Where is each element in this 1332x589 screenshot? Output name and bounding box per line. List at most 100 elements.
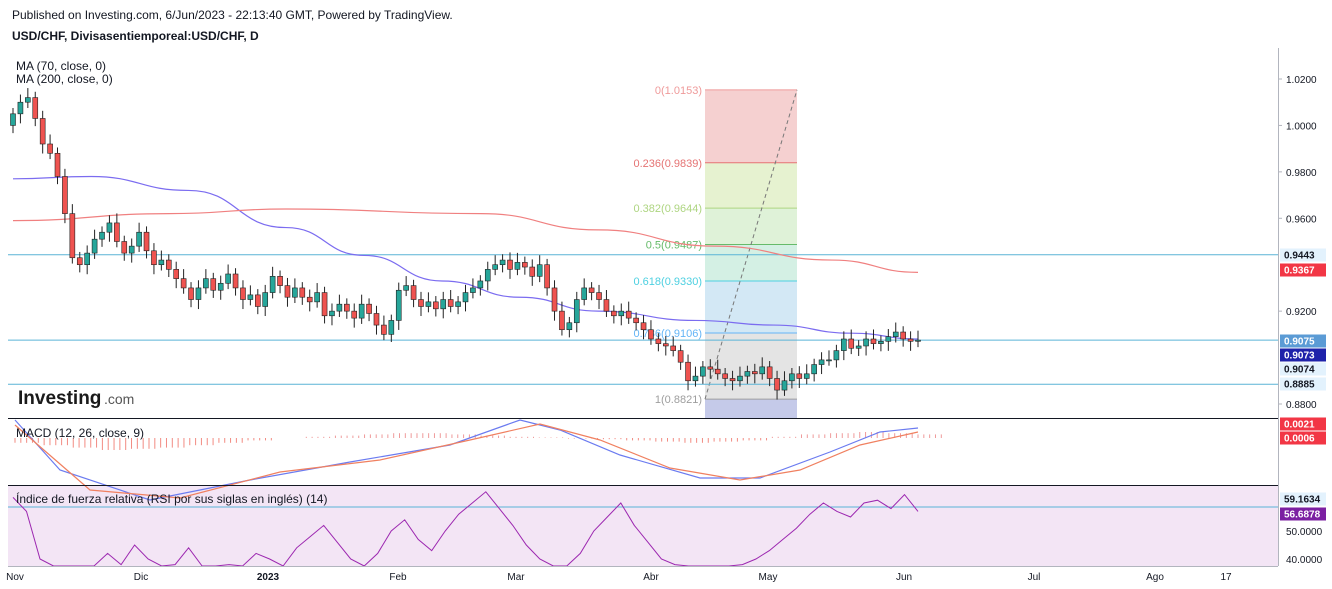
time-axis[interactable]: Nov Dic 2023 Feb Mar Abr May Jun Jul Ago 17 (6, 572, 1232, 583)
candle-body (633, 317, 639, 324)
candle-body (759, 366, 766, 375)
candle-body (344, 303, 350, 312)
badge-bg (1280, 492, 1326, 506)
investing-logo: Investing .com (18, 388, 134, 409)
fib-level-label: 0(1.0153) (655, 85, 702, 97)
candle-body (752, 371, 758, 375)
price-badge: 0.9073 (1280, 348, 1326, 362)
candle-body (855, 345, 862, 349)
candle (766, 361, 773, 387)
candle (114, 213, 120, 248)
candle (536, 255, 543, 283)
candle (863, 331, 869, 356)
candle (588, 282, 595, 301)
candle (833, 344, 840, 368)
symbol-header: USD/CHF, Divisasentiemporeal:USD/CHF, D (12, 29, 259, 43)
badge-text: 0.9443 (1284, 251, 1315, 262)
rsi-legend[interactable]: Índice de fuerza relativa (RSI por sus s… (16, 491, 327, 506)
candle-body (700, 366, 706, 377)
fib-band (705, 332, 797, 400)
candle (611, 305, 617, 324)
macd-legend[interactable]: MACD (12, 26, close, 9) (16, 426, 144, 440)
time-tick-label: Feb (389, 572, 407, 583)
price-badge: 0.8885 (1280, 377, 1326, 391)
price-axis[interactable]: 1.0200 1.0000 0.9800 0.9600 0.9200 0.8800 50.0… (1278, 75, 1323, 566)
badge-bg (1280, 507, 1326, 521)
candle-body (514, 262, 521, 270)
candle-body (648, 329, 654, 340)
candle (648, 320, 654, 345)
ma70-legend[interactable]: MA (70, close, 0) (16, 59, 106, 73)
time-tick-label: 17 (1220, 572, 1232, 583)
candle-body (655, 338, 662, 344)
candle-body (492, 264, 498, 270)
candle (811, 358, 817, 382)
horizontal-lines[interactable] (8, 254, 1278, 385)
candle-body (84, 252, 90, 266)
candle-body (588, 287, 595, 293)
candle-body (841, 338, 847, 351)
candle-body (366, 303, 372, 314)
candle (907, 331, 914, 351)
candle (10, 108, 16, 134)
candle (292, 278, 298, 304)
fibonacci-retracement[interactable]: 0(1.0153) 0.236(0.9839) 0.382(0.9644) 0.5(0… (634, 85, 798, 418)
logo-main: Investing (18, 388, 101, 409)
candle-body (277, 276, 283, 286)
candle (507, 252, 513, 279)
candle-body (232, 273, 239, 289)
published-header: Published on Investing.com, 6/Jun/2023 -… (12, 8, 453, 22)
candle (247, 285, 254, 306)
candle-body (573, 299, 580, 324)
candle-body (462, 292, 469, 303)
time-tick-label: Nov (6, 572, 24, 583)
candle-body (611, 310, 617, 317)
candle (870, 329, 877, 350)
fib-level-label: 0.382(0.9644) (634, 203, 703, 215)
candle-body (811, 364, 817, 375)
candle (514, 252, 521, 276)
candle-body (522, 262, 528, 268)
candle-body (180, 278, 187, 289)
candle-body (262, 292, 269, 307)
candle-body (863, 338, 869, 347)
signal-line (14, 423, 919, 499)
candle (700, 361, 706, 384)
candle (217, 275, 224, 300)
ma200-legend[interactable]: MA (200, close, 0) (16, 72, 113, 86)
candle-body (625, 310, 632, 319)
candle-body (351, 310, 358, 319)
candle-body (395, 289, 402, 321)
candle (54, 147, 61, 185)
price-tick-label: 0.8800 (1286, 400, 1317, 411)
price-badges: 0.9443 0.9367 0.9075 0.9073 0.9074 0.8885 0.00… (1280, 248, 1326, 521)
candle (581, 278, 587, 306)
macd-pane (8, 419, 1278, 485)
candle-body (54, 152, 61, 177)
price-tick-label: 0.9800 (1286, 168, 1317, 179)
candle-body (536, 264, 543, 277)
candle-body (91, 238, 98, 254)
badge-text: 56.6878 (1284, 510, 1321, 521)
badge-bg (1280, 334, 1326, 348)
candle-body (692, 375, 699, 382)
candle-body (203, 278, 209, 289)
candle (707, 359, 714, 379)
candle (878, 335, 884, 352)
fib-level-label: 1(0.8821) (655, 394, 702, 406)
badge-text: 0.9075 (1284, 337, 1315, 348)
time-tick-label: Dic (134, 572, 148, 583)
candle (522, 256, 528, 275)
candle-body (254, 294, 261, 307)
fib-level-label: 0.5(0.9487) (646, 240, 702, 252)
candle (818, 352, 825, 375)
candle (841, 331, 847, 361)
macd-series (14, 419, 942, 501)
candle (900, 326, 906, 347)
candle (351, 303, 358, 328)
candle-body (69, 213, 76, 259)
rsi-tick-label: 50.0000 (1286, 527, 1323, 538)
candle (826, 350, 832, 366)
candle-body (559, 310, 565, 331)
